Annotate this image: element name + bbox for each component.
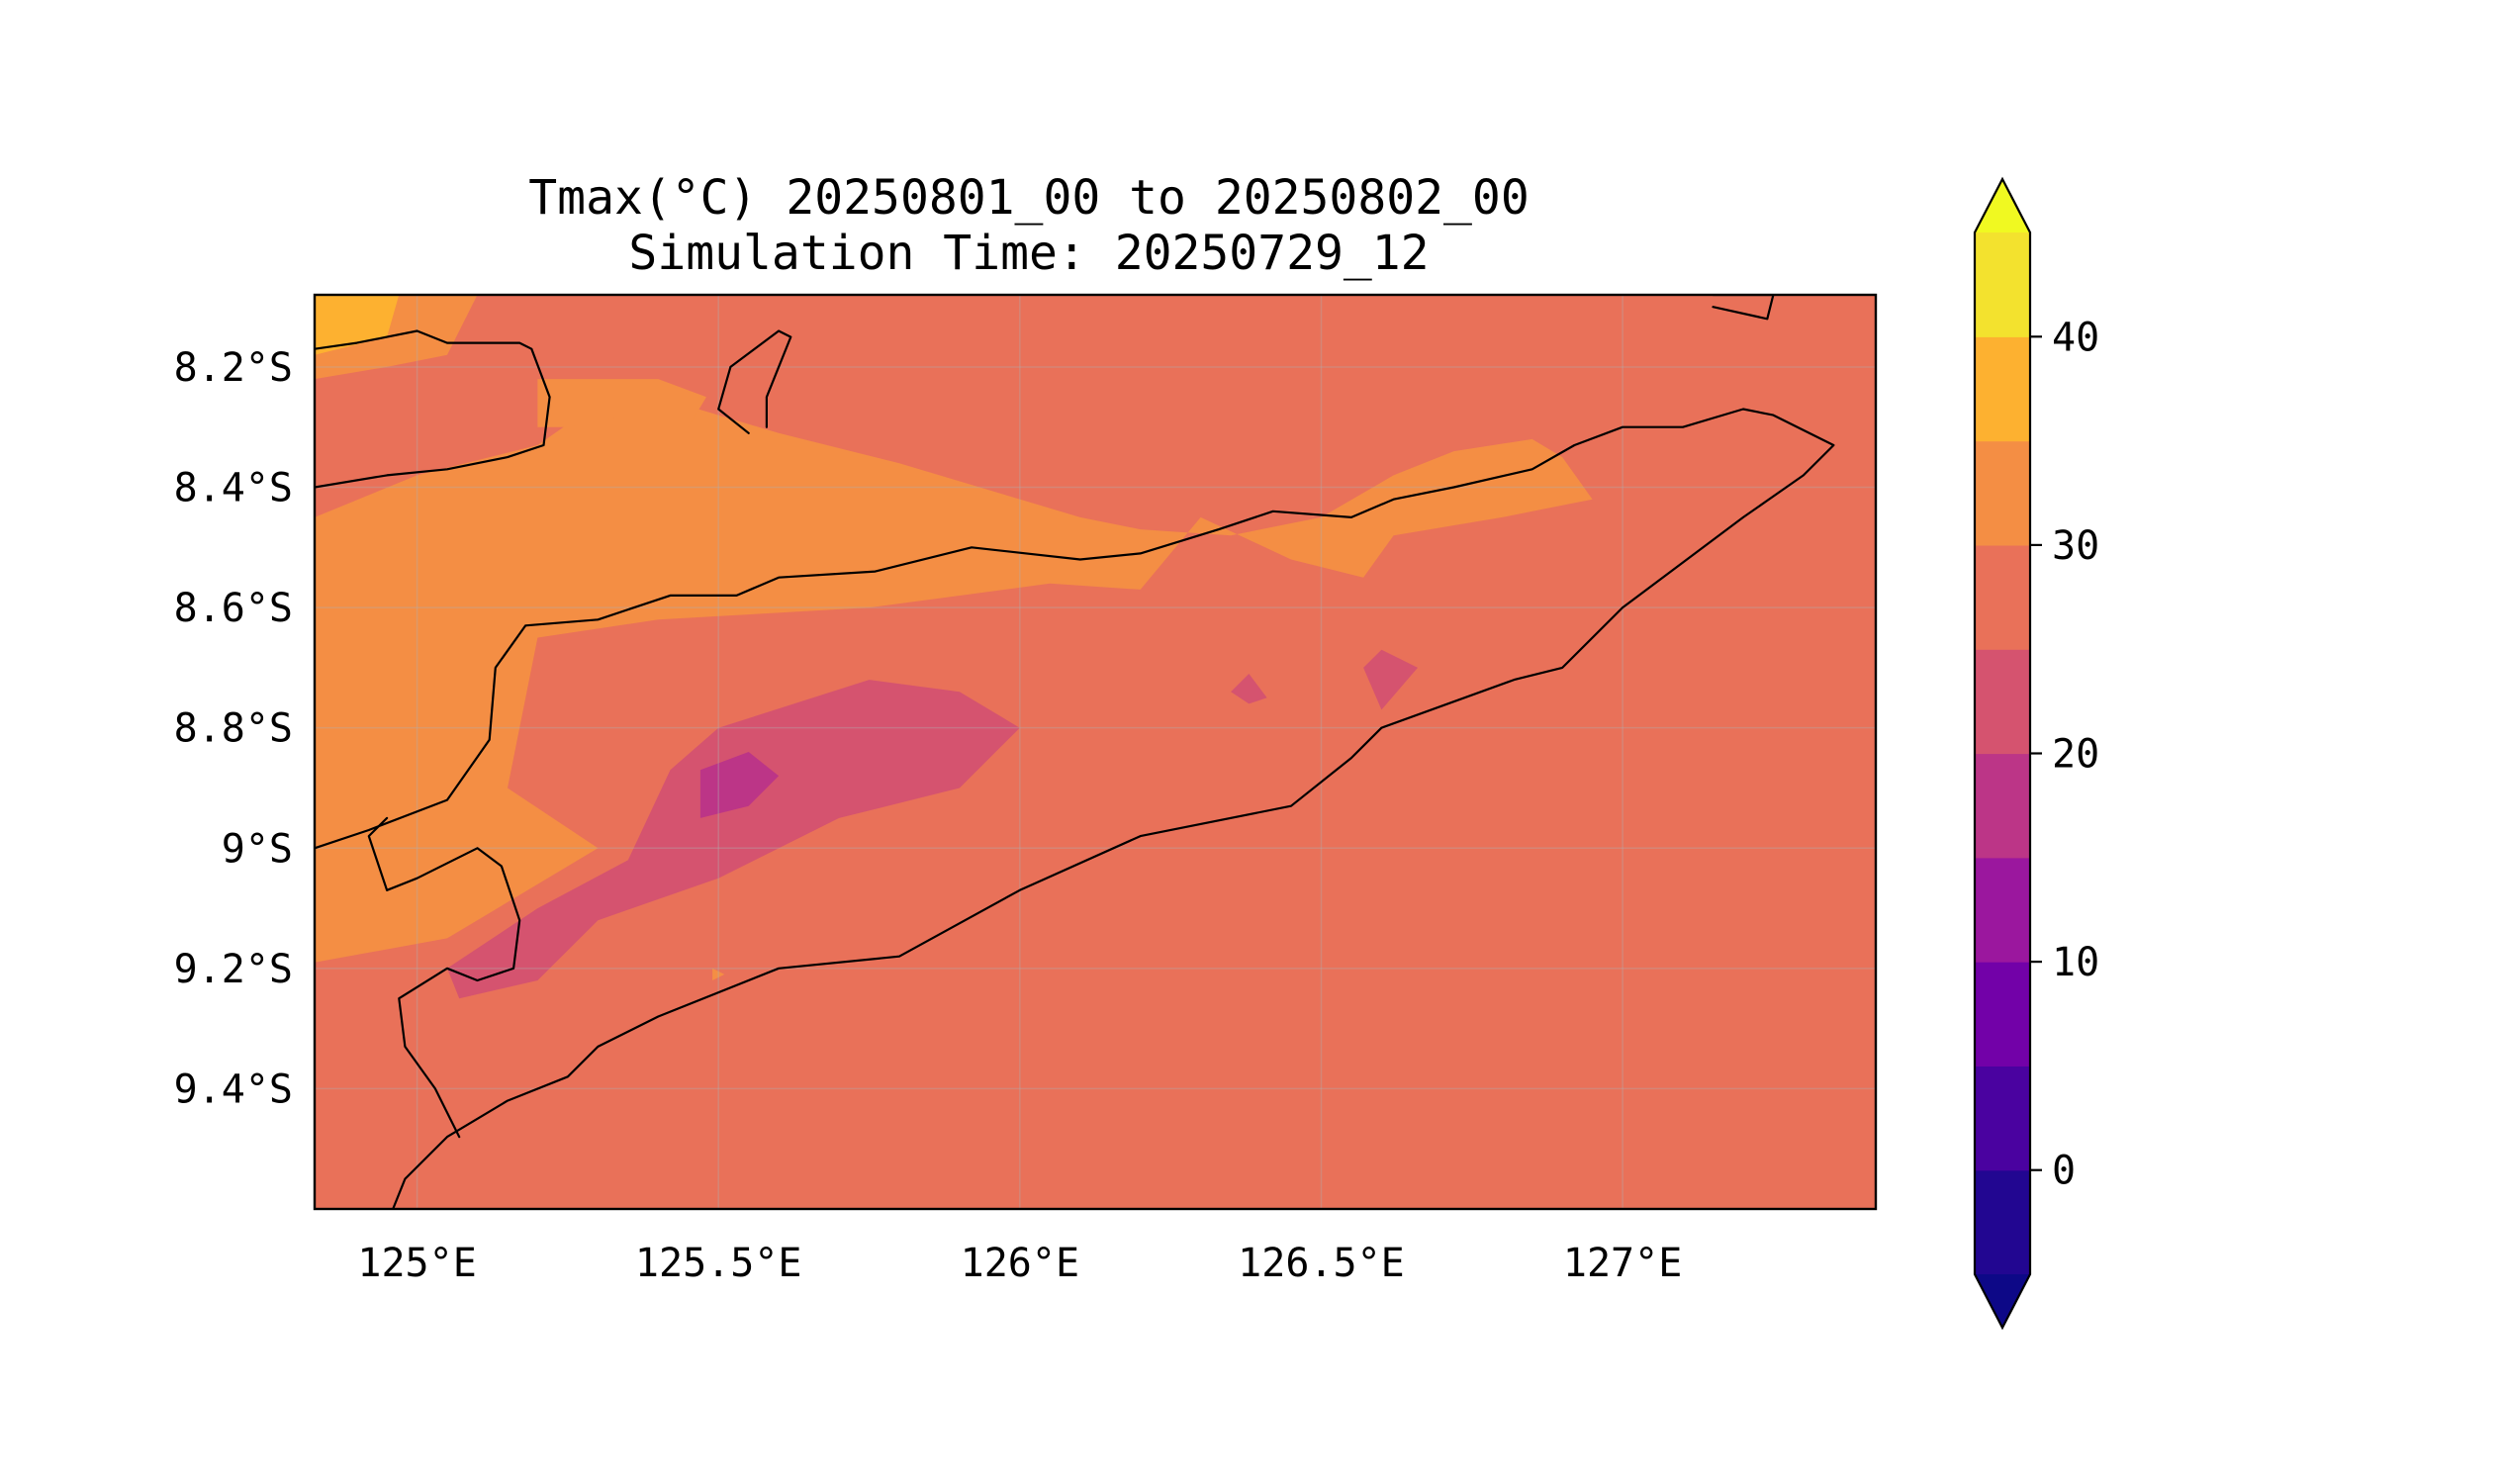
x-tick-label: 127°E bbox=[1563, 1241, 1682, 1286]
colorbar: 0 10 20 30 40 bbox=[1973, 176, 2099, 1331]
y-tick-label: 8.8°S bbox=[174, 706, 293, 752]
colorbar-segment bbox=[1975, 1066, 2030, 1171]
contour-region-20-25-6 bbox=[1231, 674, 1267, 704]
colorbar-segment bbox=[1975, 649, 2030, 755]
contour-region-30-35-0 bbox=[315, 397, 1593, 963]
colorbar-segment bbox=[1975, 544, 2030, 650]
colorbar-under-extension bbox=[1975, 1274, 2030, 1328]
colorbar-over-extension bbox=[1975, 179, 2030, 232]
colorbar-segment bbox=[1975, 440, 2030, 546]
y-tick-label: 8.4°S bbox=[174, 466, 293, 511]
map-subtitle: Simulation Time: 20250729_12 bbox=[628, 226, 1429, 281]
x-tick-label: 125°E bbox=[357, 1241, 476, 1286]
colorbar-tick-label: 10 bbox=[2052, 940, 2099, 985]
colorbar-tick-label: 30 bbox=[2052, 523, 2099, 569]
contour-region-35-40-3 bbox=[315, 295, 400, 355]
map-title: Tmax(°C) 20250801_00 to 20250802_00 bbox=[528, 170, 1529, 226]
gridlines bbox=[315, 295, 1876, 1209]
alor-coast bbox=[315, 329, 551, 489]
contour-region-20-25-5 bbox=[1363, 649, 1418, 710]
colorbar-segment bbox=[1975, 857, 2030, 963]
coastlines bbox=[315, 295, 1835, 1209]
contour-region-20-25-4 bbox=[447, 680, 1020, 999]
colorbar-segment bbox=[1975, 1169, 2030, 1275]
y-tick-label: 9.2°S bbox=[174, 947, 293, 992]
colorbar-segment bbox=[1975, 232, 2030, 337]
colorbar-segment bbox=[1975, 753, 2030, 859]
map-frame bbox=[313, 293, 1878, 1211]
y-tick-label: 8.2°S bbox=[174, 345, 293, 391]
map-plot-area: 125°E 125.5°E 126°E 126.5°E 127°E 8.2°S 8.4°S… bbox=[174, 293, 1878, 1286]
y-axis-ticks: 8.2°S 8.4°S 8.6°S 8.8°S 9°S 9.2°S 9.4°S bbox=[174, 345, 293, 1112]
colorbar-segment bbox=[1975, 336, 2030, 442]
x-axis-ticks: 125°E 125.5°E 126°E 126.5°E 127°E bbox=[357, 1241, 1682, 1286]
colorbar-tick-label: 20 bbox=[2052, 732, 2099, 778]
contour-region-15-20-7 bbox=[699, 752, 780, 818]
contour-region-30-35-8 bbox=[712, 968, 725, 980]
map-background-field bbox=[315, 295, 1876, 1209]
x-tick-label: 126.5°E bbox=[1238, 1241, 1405, 1286]
temperature-contour-fills bbox=[315, 295, 1593, 999]
x-tick-label: 125.5°E bbox=[635, 1241, 802, 1286]
colorbar-tick-label: 0 bbox=[2052, 1149, 2076, 1194]
y-tick-label: 8.6°S bbox=[174, 586, 293, 631]
y-tick-label: 9°S bbox=[222, 826, 293, 872]
colorbar-segment bbox=[1975, 962, 2030, 1067]
oecusse-coast bbox=[367, 816, 521, 1139]
colorbar-tick-label: 40 bbox=[2052, 315, 2099, 360]
atauro-coast bbox=[717, 329, 792, 434]
timor-coast bbox=[315, 408, 1835, 1209]
colorbar-outline bbox=[1973, 176, 2032, 1331]
x-tick-label: 126°E bbox=[961, 1241, 1079, 1286]
y-tick-label: 9.4°S bbox=[174, 1067, 293, 1112]
contour-region-30-35-2 bbox=[537, 379, 706, 427]
wetar-coast bbox=[1712, 295, 1775, 321]
